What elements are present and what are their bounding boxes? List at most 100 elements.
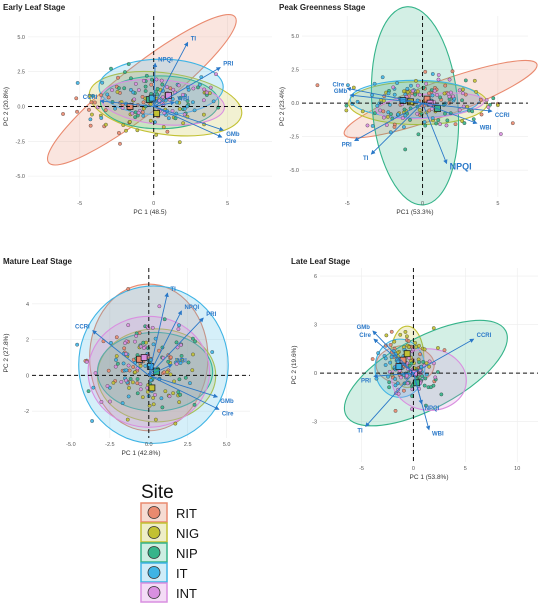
point-nip (471, 117, 476, 122)
legend-swatch-it (147, 566, 161, 579)
point-nip (191, 336, 195, 341)
point-int (133, 81, 138, 86)
point-nip (178, 96, 183, 100)
x-tick-label: 0 (421, 201, 424, 207)
centroid-nig (148, 384, 156, 392)
point-rit (442, 348, 447, 352)
centroid-nig (403, 350, 411, 358)
y-tick-label: 2 (26, 338, 29, 344)
point-nip (135, 377, 140, 381)
point-int (138, 387, 143, 392)
loading-arrow-clre (373, 338, 414, 374)
point-nig (90, 112, 94, 117)
loading-label-clre: Clre (222, 411, 234, 417)
point-int (365, 123, 370, 128)
point-rit (131, 365, 136, 369)
point-nip (196, 85, 200, 90)
loading-label-gmb: GMb (220, 399, 234, 405)
point-nig (406, 345, 411, 349)
point-it (192, 108, 197, 113)
point-rit (165, 129, 170, 134)
point-int (444, 123, 449, 128)
point-int (124, 352, 128, 356)
point-nig (125, 417, 130, 422)
point-int (486, 105, 491, 110)
point-nig (417, 108, 422, 112)
point-nig (148, 118, 153, 123)
point-nip (416, 132, 421, 137)
point-int (123, 341, 127, 345)
point-nig (128, 119, 132, 124)
panel-title: Peak Greenness Stage (279, 3, 366, 12)
y-tick-label: 5.0 (291, 34, 299, 40)
point-nip (421, 360, 426, 364)
point-nip (86, 389, 91, 394)
point-it (88, 117, 93, 122)
point-it (405, 86, 410, 91)
point-nig (168, 372, 173, 377)
centroid-int (140, 354, 148, 361)
point-nip (372, 111, 377, 116)
legend-swatch-nip (147, 546, 161, 559)
point-nig (190, 368, 195, 373)
point-it (177, 323, 181, 328)
point-rit (93, 100, 97, 105)
point-rit (127, 368, 132, 373)
loading-arrow-ccri (422, 102, 493, 113)
point-nip (143, 84, 148, 89)
legend-item-nip: NIP (140, 542, 198, 563)
ellipses (46, 14, 243, 166)
point-nip (408, 118, 412, 122)
legend-swatch-rit (147, 506, 161, 519)
loading-arrow-npqi (422, 102, 448, 165)
centroid-rit (399, 356, 407, 364)
point-it (370, 124, 375, 128)
point-it (120, 401, 125, 405)
point-it (380, 75, 385, 80)
point-nip (162, 317, 167, 322)
point-nig (114, 354, 119, 359)
point-nip (434, 121, 439, 126)
point-nig (413, 341, 418, 345)
loading-label-clre: Clre (333, 82, 345, 88)
loading-arrow-wbi (412, 372, 431, 431)
point-int (146, 326, 151, 330)
point-nig (414, 78, 418, 83)
point-it (389, 355, 394, 359)
y-tick-label: 6 (314, 274, 317, 280)
point-rit (106, 368, 111, 373)
point-it (376, 351, 381, 355)
point-int (174, 362, 179, 366)
point-int (154, 77, 159, 82)
point-nig (133, 370, 138, 374)
point-nip (128, 377, 133, 381)
centroid-it (395, 363, 403, 371)
point-int (99, 400, 104, 404)
point-it (395, 81, 399, 85)
point-int (201, 98, 206, 103)
point-nig (177, 400, 182, 405)
point-int (134, 334, 139, 338)
point-it (191, 100, 195, 105)
point-it (393, 383, 398, 388)
loading-label-clre: Clre (225, 139, 237, 145)
point-it (392, 92, 397, 97)
point-it (114, 358, 118, 362)
loading-arrow-gmb (349, 93, 423, 104)
point-nip (155, 86, 160, 91)
point-rit (168, 355, 173, 360)
point-nip (122, 86, 127, 91)
point-nig (165, 370, 170, 374)
x-axis-title: PC 1 (53.8%) (409, 474, 448, 481)
point-it (148, 378, 153, 383)
point-nig (398, 332, 403, 337)
legend-label-it: IT (176, 566, 188, 581)
point-int (427, 359, 432, 364)
panel-title: Mature Leaf Stage (3, 257, 72, 266)
point-int (191, 86, 196, 91)
point-it (402, 125, 406, 129)
point-int (415, 111, 420, 116)
y-tick-label: 0.0 (17, 105, 25, 111)
point-rit (370, 357, 375, 361)
point-nip (186, 360, 191, 365)
